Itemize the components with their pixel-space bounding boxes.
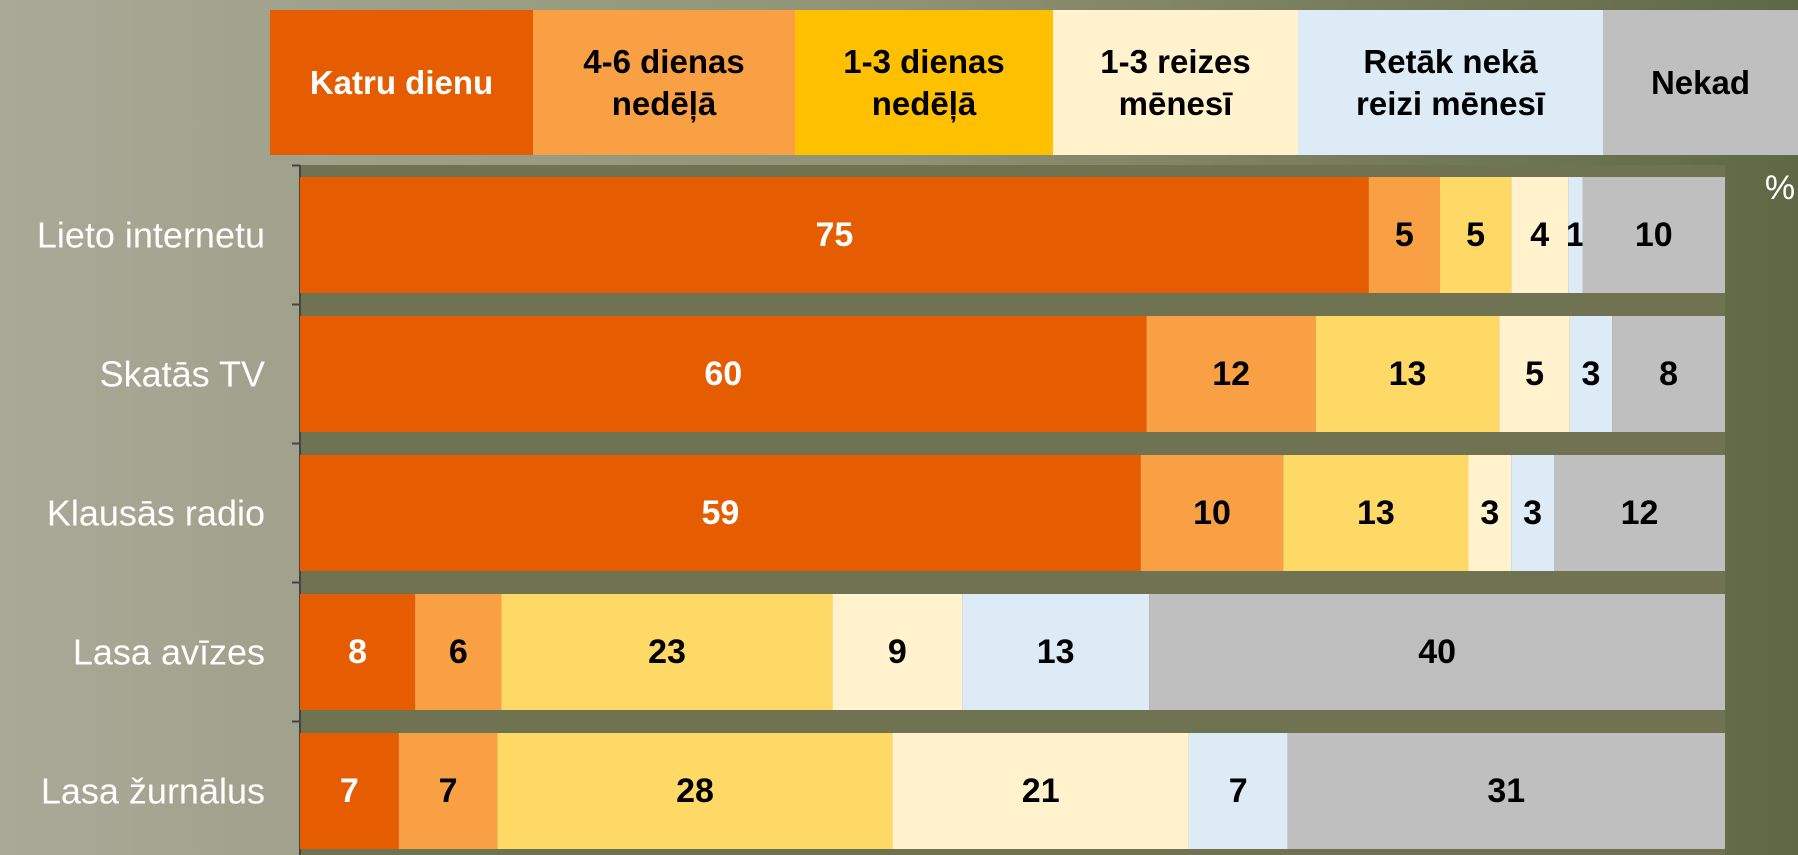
legend-label: 4-6 dienas nedēļā xyxy=(583,43,745,122)
legend-label: Nekad xyxy=(1650,63,1751,101)
value-label: 21 xyxy=(1022,772,1060,810)
value-label: 12 xyxy=(1621,494,1659,532)
bar-segment xyxy=(501,594,833,710)
category-label: Lasa žurnālus xyxy=(41,771,265,812)
bar-segment xyxy=(1287,733,1725,849)
value-label: 6 xyxy=(449,633,468,671)
bar-segment xyxy=(1146,316,1316,432)
value-label: 10 xyxy=(1193,494,1231,532)
value-label: 12 xyxy=(1212,355,1250,393)
bar-segment xyxy=(300,733,399,849)
bar-segment xyxy=(1368,177,1440,293)
bar-segment xyxy=(1569,316,1613,432)
category-label: Lieto internetu xyxy=(37,215,265,256)
value-label: 5 xyxy=(1466,216,1485,254)
legend-label: 1-3 reizes mēnesī xyxy=(1100,43,1251,122)
bar-segment xyxy=(300,455,1141,571)
bar-segment xyxy=(1582,177,1725,293)
category-label: Klausās radio xyxy=(47,493,265,534)
bar-segment xyxy=(1140,455,1284,571)
value-label: 5 xyxy=(1395,216,1414,254)
value-label: 13 xyxy=(1037,633,1075,671)
legend-item: Retāk nekā reizi mēnesī xyxy=(1298,10,1603,155)
value-label: 7 xyxy=(1229,772,1248,810)
bar-segment xyxy=(832,594,963,710)
bar-segment xyxy=(1149,594,1725,710)
bar-segment xyxy=(1554,455,1725,571)
bar-segment xyxy=(1612,316,1725,432)
bar-segment xyxy=(1568,177,1583,293)
bar-segment xyxy=(962,594,1150,710)
unit-label: % xyxy=(1765,169,1795,207)
category-label: Lasa avīzes xyxy=(73,632,265,673)
value-label: 3 xyxy=(1480,494,1499,532)
value-label: 75 xyxy=(815,216,853,254)
legend-label: Katru dienu xyxy=(309,63,494,101)
value-label: 5 xyxy=(1525,355,1544,393)
value-label: 3 xyxy=(1523,494,1542,532)
bar-segment xyxy=(892,733,1189,849)
legend-item: 1-3 reizes mēnesī xyxy=(1053,10,1298,155)
value-label: 59 xyxy=(701,494,739,532)
bar-segment xyxy=(1468,455,1512,571)
bar-segment xyxy=(1499,316,1570,432)
legend-item: Katru dienu xyxy=(270,10,533,155)
value-label: 10 xyxy=(1635,216,1673,254)
bar-segment xyxy=(1511,455,1554,571)
value-label: 13 xyxy=(1357,494,1395,532)
bar-segment xyxy=(1315,316,1500,432)
bar-segment xyxy=(300,594,416,710)
value-label: 8 xyxy=(348,633,367,671)
legend-item: Nekad xyxy=(1603,10,1798,155)
value-label: 9 xyxy=(888,633,907,671)
value-label: 40 xyxy=(1418,633,1456,671)
bar-segment xyxy=(300,177,1369,293)
value-label: 7 xyxy=(340,772,359,810)
value-label: 31 xyxy=(1487,772,1525,810)
legend-label: 1-3 dienas nedēļā xyxy=(843,43,1005,122)
bar-segment xyxy=(1511,177,1569,293)
value-label: 13 xyxy=(1389,355,1427,393)
value-label: 4 xyxy=(1530,216,1549,254)
value-label: 60 xyxy=(704,355,742,393)
bar-segment xyxy=(398,733,498,849)
legend-label: Retāk nekā reizi mēnesī xyxy=(1356,43,1545,122)
bar-segment xyxy=(300,316,1147,432)
value-label: 28 xyxy=(676,772,714,810)
value-label: 1 xyxy=(1566,216,1585,254)
value-label: 23 xyxy=(648,633,686,671)
bar-segment xyxy=(1188,733,1288,849)
category-label: Skatās TV xyxy=(100,354,265,395)
bar-segment xyxy=(1440,177,1512,293)
bar-segment xyxy=(415,594,502,710)
value-label: 8 xyxy=(1659,355,1678,393)
value-label: 7 xyxy=(439,772,458,810)
value-label: 3 xyxy=(1582,355,1601,393)
legend-item: 4-6 dienas nedēļā xyxy=(533,10,795,155)
legend-item: 1-3 dienas nedēļā xyxy=(795,10,1053,155)
bar-segment xyxy=(1283,455,1469,571)
bar-segment xyxy=(497,733,893,849)
